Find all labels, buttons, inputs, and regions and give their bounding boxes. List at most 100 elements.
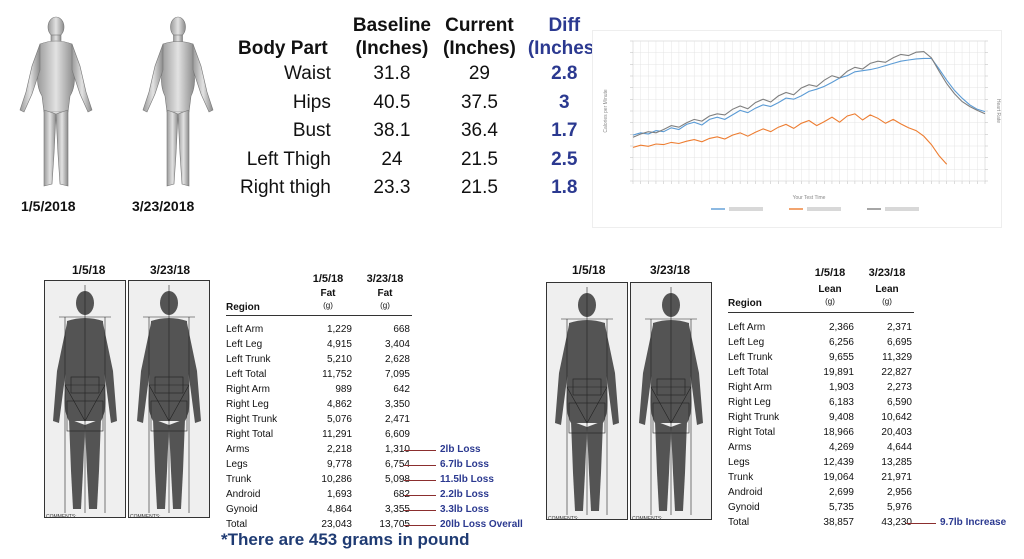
region-label: Arms [226, 444, 250, 455]
value-after: 5,976 [886, 502, 912, 513]
value-before: 6,183 [828, 397, 854, 408]
value-after: 7,095 [384, 369, 410, 380]
region-label: Total [226, 519, 248, 530]
value-after: 6,609 [384, 429, 410, 440]
body-scan-after-figure [142, 16, 214, 187]
value-before: 18,966 [823, 427, 854, 438]
region-label: Legs [728, 457, 750, 468]
scan-left-arm [137, 323, 155, 423]
baseline-value: 23.3 [373, 177, 411, 198]
region-label: Right Total [728, 427, 776, 438]
scan-right-leg [587, 421, 603, 511]
table-row: Left Trunk 9,655 11,329 [728, 350, 912, 365]
region-label: Left Trunk [226, 354, 271, 365]
annotation-connector [906, 523, 936, 524]
chart-legend-text-placeholder [885, 207, 919, 211]
value-before: 11,291 [322, 429, 352, 440]
table-row: Android 2,699 2,956 [728, 485, 912, 500]
body-part-label: Bust [292, 120, 331, 141]
fat-col1-unit: (g) [323, 301, 333, 310]
scan-left-arm [639, 325, 657, 425]
value-after: 4,644 [886, 442, 912, 453]
diff-value: 2.5 [551, 148, 578, 170]
avatar-date-after: 3/23/2018 [132, 198, 195, 214]
value-after: 3,350 [384, 399, 410, 410]
table-row: Right Leg 6,183 6,590 [728, 395, 912, 410]
value-after: 13,705 [379, 519, 410, 530]
fat-col1-date: 1/5/18 [312, 273, 344, 285]
region-label: Right Trunk [728, 412, 780, 423]
value-before: 6,256 [828, 337, 854, 348]
fat-dxa-scan-after [128, 280, 210, 518]
value-after: 3,355 [384, 504, 410, 515]
region-label: Right Leg [728, 397, 771, 408]
value-after: 10,642 [881, 412, 912, 423]
chart-x-axis-title: Your Test Time [793, 195, 826, 201]
chart-y-axis-title: Calories per Minute [603, 89, 609, 133]
scan-right-leg [671, 421, 687, 511]
region-label: Left Leg [728, 337, 765, 348]
table-row: Left Leg 6,256 6,695 [728, 335, 912, 350]
value-after: 3,404 [384, 339, 410, 350]
scan-left-leg [153, 419, 169, 509]
fat-region-table: 1/5/18 3/23/18 Fat Fat (g) (g) Region Le… [226, 273, 526, 530]
chart-series-line-1 [632, 113, 948, 165]
header-baseline-unit: (Inches) [355, 38, 429, 59]
value-after: 642 [393, 384, 410, 395]
lean-col2-date: 3/23/18 [868, 267, 906, 279]
header-current: Current [445, 15, 514, 36]
value-after: 2,956 [886, 487, 912, 498]
region-label: Gynoid [226, 504, 258, 515]
header-body-part: Body Part [238, 38, 328, 59]
region-label: Left Trunk [728, 352, 773, 363]
fat-scan-comment-after: COMMENTS: [130, 514, 161, 520]
scan-android-region [656, 378, 686, 396]
table-row: Left Thigh 24 21.5 2.5 [232, 146, 607, 175]
fat-region-header: Region [226, 302, 260, 313]
value-after: 1,310 [384, 444, 410, 455]
value-before: 4,862 [326, 399, 352, 410]
table-row: Left Total 11,752 7,095 [226, 367, 410, 382]
value-after: 13,285 [881, 457, 912, 468]
lean-region-header: Region [728, 298, 762, 309]
value-before: 10,286 [321, 474, 352, 485]
value-after: 682 [393, 489, 410, 500]
region-label: Right Arm [728, 382, 772, 393]
value-before: 2,218 [326, 444, 352, 455]
lean-col1-unit: (g) [825, 297, 835, 306]
value-before: 4,864 [326, 504, 352, 515]
fat-col2-metric: Fat [377, 288, 393, 299]
baseline-value: 40.5 [373, 91, 411, 113]
fat-dxa-scan-before [44, 280, 126, 518]
value-after: 43,230 [881, 517, 912, 528]
value-before: 19,064 [823, 472, 854, 483]
metabolic-test-chart: Your Test Time Calories per Minute Heart R… [592, 30, 1002, 228]
region-label: Left Leg [226, 339, 263, 350]
value-after: 6,695 [886, 337, 912, 348]
value-after: 20,403 [881, 427, 912, 438]
scan-right-arm [685, 325, 703, 425]
table-row: Total 23,043 13,705 [226, 517, 410, 532]
table-row: Gynoid 5,735 5,976 [728, 500, 912, 515]
region-label: Arms [728, 442, 752, 453]
scan-gynoid-region [150, 400, 188, 432]
region-label: Android [728, 487, 763, 498]
table-row: Gynoid 4,864 3,355 [226, 502, 410, 517]
region-label: Legs [226, 459, 248, 470]
diff-value: 1.8 [551, 177, 578, 198]
lean-dxa-scan-after [630, 282, 712, 520]
lean-dxa-scan-before [546, 282, 628, 520]
scan-left-arm [555, 325, 573, 425]
scan-right-arm [183, 323, 201, 423]
diff-value: 2.8 [551, 63, 578, 84]
body-part-label: Right thigh [240, 177, 331, 198]
lean-col2-metric: Lean [875, 284, 899, 295]
value-before: 989 [335, 384, 352, 395]
current-value: 21.5 [460, 177, 498, 198]
scan-pelvis-triangle [64, 384, 106, 422]
avatar-date-before: 1/5/2018 [21, 198, 76, 214]
value-before: 5,735 [828, 502, 854, 513]
table-row: Legs 12,439 13,285 [728, 455, 912, 470]
fat-scan-date-before: 1/5/18 [72, 263, 106, 277]
diff-value: 1.7 [551, 120, 578, 141]
